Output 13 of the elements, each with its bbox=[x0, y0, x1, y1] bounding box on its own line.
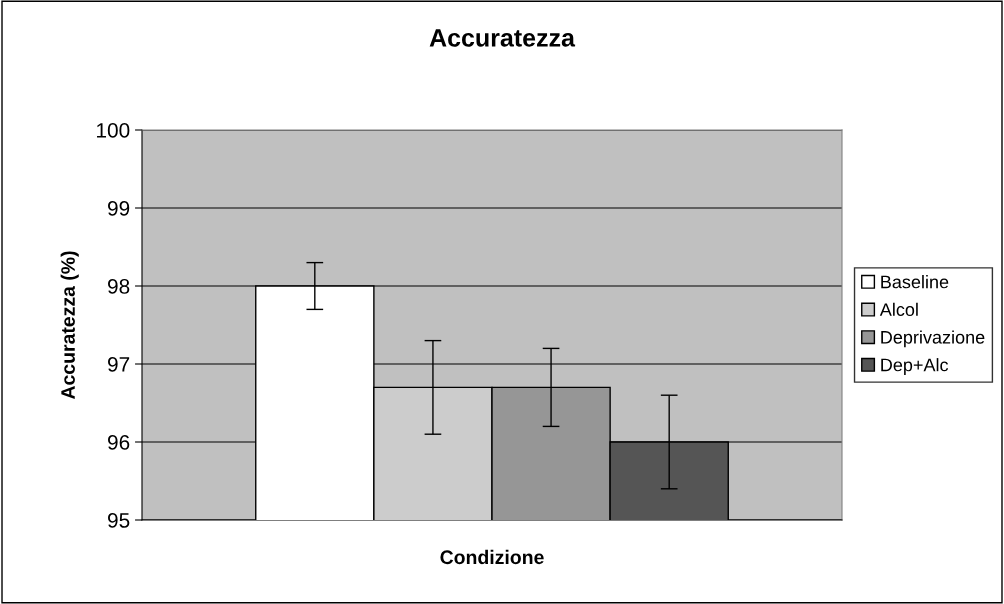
y-tick-label: 98 bbox=[108, 279, 130, 294]
y-tick-label: 97 bbox=[108, 357, 130, 372]
chart-title: Accuratezza bbox=[429, 29, 576, 47]
x-axis-title: Condizione bbox=[440, 549, 544, 565]
legend-label: Baseline bbox=[881, 275, 949, 289]
y-tick-label: 100 bbox=[97, 123, 130, 138]
y-tick-label: 96 bbox=[108, 435, 130, 450]
y-axis-title: Accuratezza (%) bbox=[60, 251, 79, 400]
y-tick-label: 95 bbox=[108, 513, 130, 528]
legend-label: Deprivazione bbox=[881, 330, 985, 348]
legend-label: Dep+Alc bbox=[881, 358, 949, 375]
legend-label: Alcol bbox=[879, 302, 918, 317]
y-tick-label: 99 bbox=[108, 201, 130, 216]
